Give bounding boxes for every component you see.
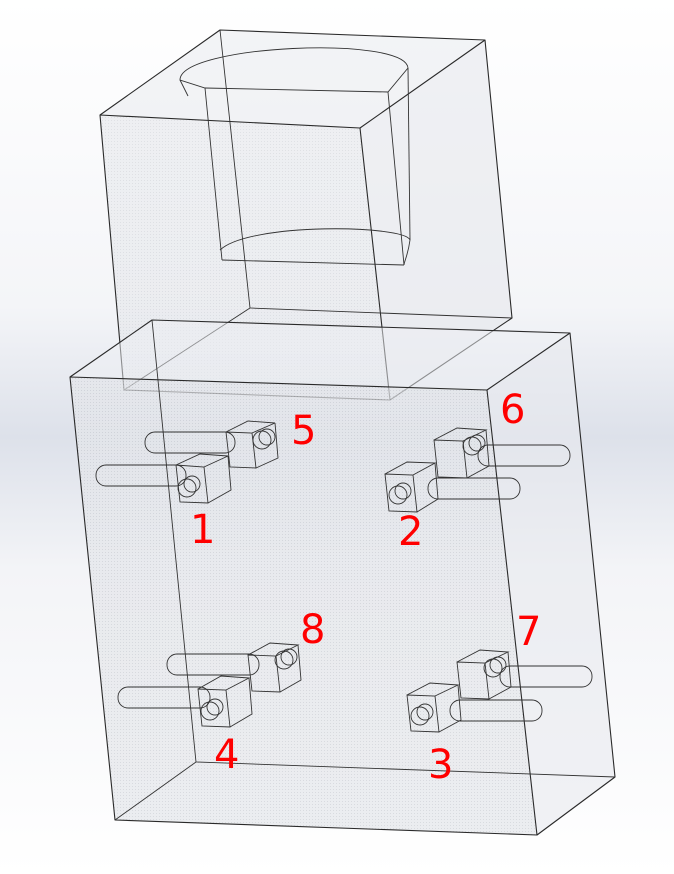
connector-1 xyxy=(95,453,232,504)
label-7: 7 xyxy=(516,609,541,655)
label-2: 2 xyxy=(398,509,423,555)
connector-4 xyxy=(117,675,253,728)
cylindrical-pocket xyxy=(179,47,411,266)
connector-2 xyxy=(384,461,521,513)
label-6: 6 xyxy=(500,387,525,433)
label-8: 8 xyxy=(300,607,325,653)
connector-labels: 1 2 3 4 5 6 7 8 xyxy=(190,387,541,788)
connector-7 xyxy=(456,649,593,700)
lower-block xyxy=(69,319,616,836)
connector-6 xyxy=(433,427,571,479)
label-3: 3 xyxy=(428,742,453,788)
connector-3 xyxy=(406,682,543,733)
connector-5 xyxy=(144,420,279,469)
label-5: 5 xyxy=(291,408,316,454)
connector-8 xyxy=(166,642,302,693)
label-4: 4 xyxy=(214,732,239,778)
label-1: 1 xyxy=(190,507,215,553)
